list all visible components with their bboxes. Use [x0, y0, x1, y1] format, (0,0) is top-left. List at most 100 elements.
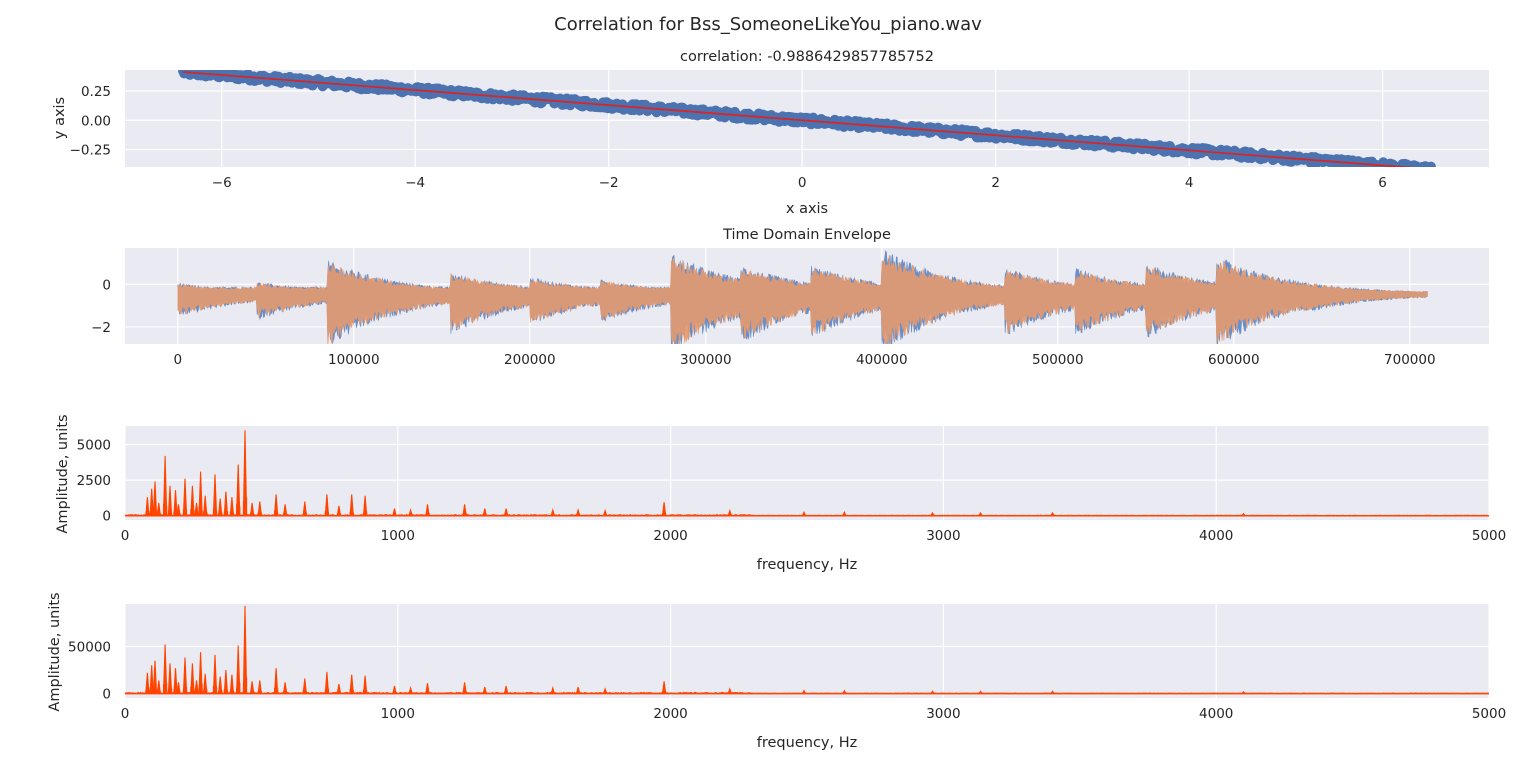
x-tick-label: 0 — [174, 352, 183, 368]
spectrum-peak — [156, 680, 161, 694]
spectrum-peak — [257, 680, 262, 694]
spectrum-2-xlabel: frequency, Hz — [757, 735, 857, 751]
spectrum-peak — [249, 681, 255, 694]
x-tick-label: 3000 — [926, 528, 960, 544]
spectrum-peak — [162, 644, 168, 694]
spectrum-peak — [249, 502, 255, 516]
x-tick-label: 5000 — [1472, 706, 1506, 722]
spectrum-peak — [336, 505, 342, 516]
spectrum-peak — [223, 491, 229, 516]
x-tick-label: 200000 — [504, 352, 556, 368]
spectrum-peak — [212, 654, 218, 694]
spectrum-peak — [242, 430, 248, 516]
y-tick-label: 2500 — [77, 473, 111, 489]
spectrum-peak — [203, 673, 208, 694]
spectrum-peak — [425, 683, 430, 694]
spectrum-peak — [503, 508, 509, 516]
spectrum-peak — [392, 685, 397, 694]
spectrum-peak — [229, 497, 235, 516]
x-tick-label: 0 — [121, 706, 130, 722]
x-tick-label: 700000 — [1384, 352, 1436, 368]
x-tick-label: 600000 — [1208, 352, 1260, 368]
spectrum-peak — [218, 676, 223, 694]
spectrum-peak — [229, 674, 235, 694]
spectrum-peak — [550, 507, 555, 516]
x-tick-label: 300000 — [680, 352, 732, 368]
spectrum-peak — [190, 663, 195, 694]
spectrum-peak — [503, 685, 509, 694]
spectrum-peak — [1241, 690, 1246, 694]
spectrum-peak — [152, 481, 158, 516]
spectrum-plot-2: frequency, Hz Amplitude, units 0 1000 2000… — [47, 592, 1506, 751]
scatter-point — [1425, 161, 1436, 167]
time-domain-envelope-plot: Time Domain Envelope 0 100000 200000 300000… — [91, 227, 1489, 368]
spectrum-peak — [223, 669, 229, 694]
spectrum-peak — [198, 652, 203, 694]
x-tick-label: 1000 — [381, 528, 415, 544]
spectrum-peak — [198, 471, 203, 516]
x-tick-label: 400000 — [856, 352, 908, 368]
x-tick-label: 2 — [991, 175, 1000, 191]
x-tick-label: −2 — [599, 175, 619, 191]
spectrum-peak — [182, 657, 188, 694]
spectrum-peak — [661, 502, 667, 516]
spectrum-peak — [978, 511, 983, 516]
spectrum-peak — [349, 674, 354, 694]
spectrum-peak — [324, 671, 330, 694]
spectrum-peak — [194, 680, 199, 694]
x-tick-label: 6 — [1378, 175, 1387, 191]
spectrum-peak — [408, 507, 413, 516]
figure-suptitle: Correlation for Bss_SomeoneLikeYou_piano… — [554, 14, 982, 35]
correlation-plot-ylabel: y axis — [52, 97, 68, 139]
envelope-plot-title: Time Domain Envelope — [722, 227, 891, 243]
spectrum-peak — [349, 494, 354, 516]
x-tick-label: 5000 — [1472, 528, 1506, 544]
x-tick-label: 2000 — [653, 528, 687, 544]
x-tick-label: 4000 — [1199, 528, 1233, 544]
scatter-point — [1421, 167, 1431, 177]
spectrum-peak — [482, 686, 487, 694]
spectrum-peak — [602, 508, 608, 516]
spectrum-peak — [801, 689, 807, 694]
spectrum-peak — [182, 478, 188, 516]
spectrum-peak — [212, 474, 218, 516]
spectrum-peak — [661, 681, 667, 694]
spectrum-peak — [842, 510, 847, 516]
plot-marks — [125, 430, 1489, 517]
spectrum-peak — [302, 501, 307, 516]
y-tick-label: 5000 — [77, 438, 111, 454]
spectrum-peak — [978, 690, 983, 694]
spectrum-peak — [176, 682, 181, 694]
plot-area-background — [125, 604, 1489, 698]
correlation-plot-xlabel: x axis — [786, 201, 828, 217]
x-tick-label: −4 — [405, 175, 425, 191]
y-tick-label: 0 — [102, 509, 111, 525]
x-tick-label: 1000 — [381, 706, 415, 722]
spectrum-peak — [930, 511, 935, 516]
scatter-point — [1414, 165, 1422, 167]
spectrum-peak — [273, 668, 279, 694]
plot-marks — [125, 605, 1489, 695]
plot-area-background — [125, 426, 1489, 520]
envelope-series-channel-2 — [177, 254, 1428, 344]
spectrum-peak — [149, 665, 154, 694]
spectrum-peak — [362, 495, 368, 516]
spectrum-peak — [149, 488, 154, 516]
spectrum-peak — [575, 507, 581, 516]
correlation-plot-title: correlation: -0.9886429857785752 — [680, 49, 934, 65]
spectrum-1-ylabel: Amplitude, units — [55, 414, 71, 533]
spectrum-peak — [392, 508, 397, 516]
x-tick-label: 100000 — [328, 352, 380, 368]
spectrum-peak — [408, 685, 413, 694]
spectrum-peak — [462, 682, 467, 694]
spectrum-peak — [162, 455, 168, 516]
x-tick-label: 4 — [1185, 175, 1194, 191]
spectrum-peak — [602, 687, 608, 694]
spectrum-peak — [257, 501, 262, 516]
y-tick-label: 0 — [102, 277, 111, 293]
regression-line — [182, 71, 1415, 167]
spectrum-peak — [550, 685, 555, 694]
spectrum-peak — [194, 502, 199, 516]
spectrum-peak — [362, 675, 368, 694]
spectrum-peak — [302, 678, 307, 694]
